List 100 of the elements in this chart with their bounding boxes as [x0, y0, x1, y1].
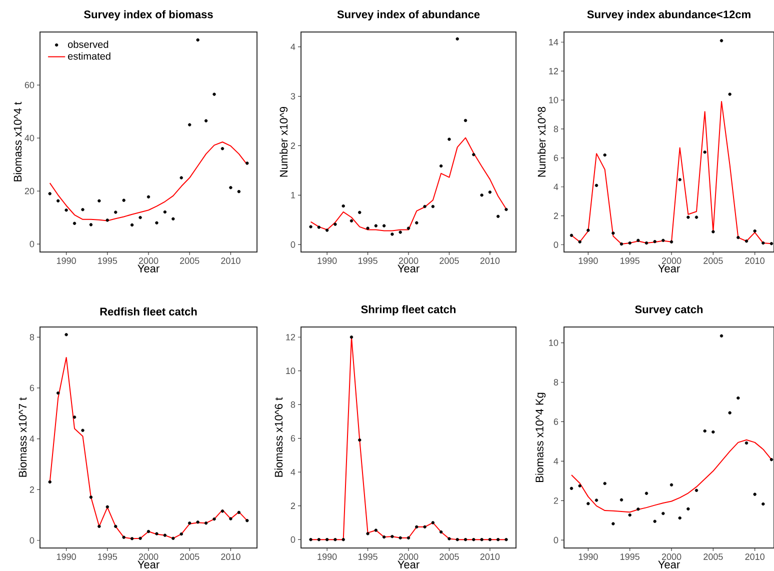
point	[163, 534, 167, 537]
point	[694, 488, 698, 492]
point	[628, 241, 632, 245]
x-tick-label: 1995	[98, 554, 118, 560]
point	[114, 524, 118, 528]
point	[237, 190, 241, 194]
x-tick-label: 1995	[358, 258, 378, 264]
y-tick-label: 10	[286, 368, 296, 374]
x-tick-label: 2010	[221, 258, 240, 264]
point	[358, 438, 362, 442]
point	[325, 228, 329, 232]
point	[603, 153, 606, 157]
point	[212, 517, 216, 521]
x-tick-label: 2005	[440, 554, 459, 560]
x-tick-label: 2000	[398, 258, 418, 264]
point	[89, 223, 93, 226]
point	[662, 512, 665, 516]
point	[56, 391, 60, 395]
point	[570, 486, 574, 490]
point	[762, 241, 765, 245]
point	[48, 192, 52, 196]
point	[309, 538, 312, 542]
point	[130, 223, 134, 227]
point	[398, 230, 402, 234]
point	[317, 538, 321, 542]
point	[317, 226, 321, 229]
y-tick-label: 2	[290, 502, 296, 509]
point	[163, 210, 167, 214]
y-tick-label: 3	[290, 93, 296, 100]
y-tick-label: 12	[286, 334, 296, 340]
point	[636, 238, 640, 242]
point	[325, 538, 329, 542]
x-tick-label: 2000	[662, 258, 682, 264]
point	[366, 532, 370, 536]
point	[366, 226, 370, 230]
point	[48, 480, 52, 484]
point	[423, 204, 426, 208]
x-tick-label: 2000	[138, 554, 158, 560]
x-tick-label: 2005	[180, 258, 200, 264]
point	[237, 510, 241, 514]
point	[146, 195, 150, 198]
y-tick-label: 8	[554, 126, 558, 132]
x-axis-title: Year	[658, 264, 680, 272]
point	[594, 184, 598, 188]
point	[678, 516, 682, 520]
point	[398, 536, 402, 540]
x-tick-label: 1995	[98, 258, 118, 264]
point	[374, 528, 378, 532]
point	[350, 219, 354, 222]
point	[155, 532, 158, 536]
point	[390, 534, 394, 538]
y-axis-title: Biomass x10^4 t	[14, 102, 22, 182]
point	[196, 38, 200, 42]
x-tick-label: 2005	[440, 258, 459, 264]
chart-title: Survey index of biomass	[84, 10, 213, 20]
point	[180, 176, 183, 180]
point	[196, 520, 200, 524]
point	[636, 508, 640, 511]
x-tick-label: 1995	[620, 258, 640, 264]
y-tick-label: 40	[24, 134, 34, 142]
chart-title: Redfish fleet catch	[100, 307, 197, 316]
point	[229, 517, 232, 520]
point	[172, 536, 175, 540]
point	[694, 216, 698, 219]
chart-title: Shrimp fleet catch	[361, 305, 456, 316]
point	[720, 334, 724, 338]
line-series	[49, 142, 248, 222]
point	[382, 224, 386, 228]
point	[98, 524, 101, 528]
x-tick-label: 2010	[221, 554, 240, 560]
y-tick-label: 10	[549, 96, 558, 104]
point	[220, 510, 224, 513]
point	[464, 118, 468, 122]
x-tick-label: 2005	[180, 554, 200, 560]
y-tick-label: 8	[554, 379, 558, 386]
point	[106, 218, 109, 222]
point	[204, 119, 208, 122]
y-tick-label: 2	[30, 486, 34, 493]
point	[712, 230, 715, 234]
x-tick-label: 1990	[56, 554, 76, 560]
point	[456, 538, 459, 542]
point	[358, 210, 362, 214]
point	[72, 222, 76, 225]
x-tick-label: 1990	[318, 258, 337, 264]
point	[342, 204, 345, 208]
y-tick-label: 12	[549, 68, 558, 74]
point	[431, 204, 435, 208]
x-tick-label: 1995	[358, 554, 378, 560]
point	[64, 333, 68, 336]
x-tick-label: 2000	[398, 554, 418, 560]
legend-label: observed	[68, 40, 108, 48]
point	[504, 208, 508, 212]
point	[472, 153, 476, 156]
point	[586, 228, 590, 232]
point	[431, 521, 435, 524]
point	[246, 518, 249, 522]
point	[390, 232, 394, 236]
y-axis-title: Biomass x10^7 t	[18, 397, 27, 477]
y-tick-label: 2	[554, 212, 558, 219]
point	[138, 216, 142, 220]
